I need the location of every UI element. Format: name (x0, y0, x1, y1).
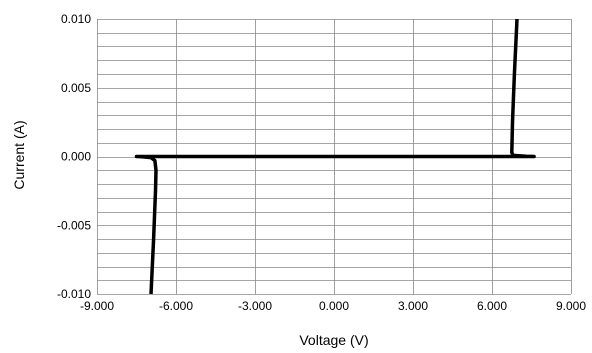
x-tick-label: 6.000 (477, 299, 507, 313)
x-tick-label: -3.000 (238, 299, 272, 313)
y-tick-label: -0.010 (57, 287, 91, 301)
y-tick-label: 0.000 (61, 150, 91, 164)
x-tick-label: -9.000 (80, 299, 114, 313)
x-tick-label: 3.000 (398, 299, 428, 313)
x-tick-labels: -9.000 -6.000 -3.000 0.000 3.000 6.000 9.000 (80, 299, 586, 313)
y-tick-label: -0.005 (57, 218, 91, 232)
y-tick-labels: -0.010 -0.005 0.000 0.005 0.010 (57, 12, 91, 301)
x-axis-title: Voltage (V) (299, 332, 368, 348)
y-tick-label: 0.010 (61, 12, 91, 26)
series-layer (134, 18, 536, 295)
y-tick-label: 0.005 (61, 81, 91, 95)
iv-curve-line (134, 18, 536, 295)
x-tick-label: 9.000 (556, 299, 586, 313)
x-tick-label: -6.000 (159, 299, 193, 313)
y-axis-title: Current (A) (11, 120, 27, 189)
x-tick-label: 0.000 (319, 299, 349, 313)
